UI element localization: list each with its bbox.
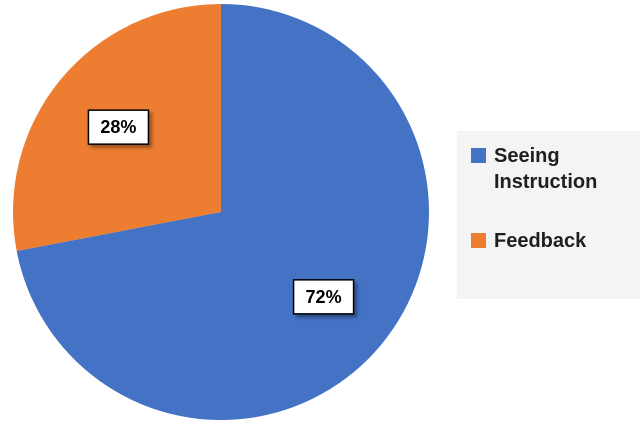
legend-item-feedback[interactable]: Feedback <box>471 228 640 254</box>
legend-item-seeing-instruction[interactable]: Seeing Instruction <box>471 143 640 195</box>
data-label-box <box>87 109 150 145</box>
pie-slice-seeing-instruction[interactable] <box>16 4 430 420</box>
legend: Seeing Instruction Feedback <box>457 131 640 299</box>
data-label-feedback: 28% <box>87 109 150 145</box>
data-label-text: 28% <box>100 117 136 137</box>
legend-swatch-feedback <box>471 233 486 248</box>
legend-label-feedback: Feedback <box>494 230 587 252</box>
data-label-text: 72% <box>306 287 342 307</box>
legend-label-seeing-instruction: Seeing Instruction <box>494 145 598 193</box>
data-label-box <box>292 279 355 315</box>
data-label-seeing-instruction: 72% <box>292 279 355 315</box>
legend-swatch-seeing-instruction <box>471 148 486 163</box>
